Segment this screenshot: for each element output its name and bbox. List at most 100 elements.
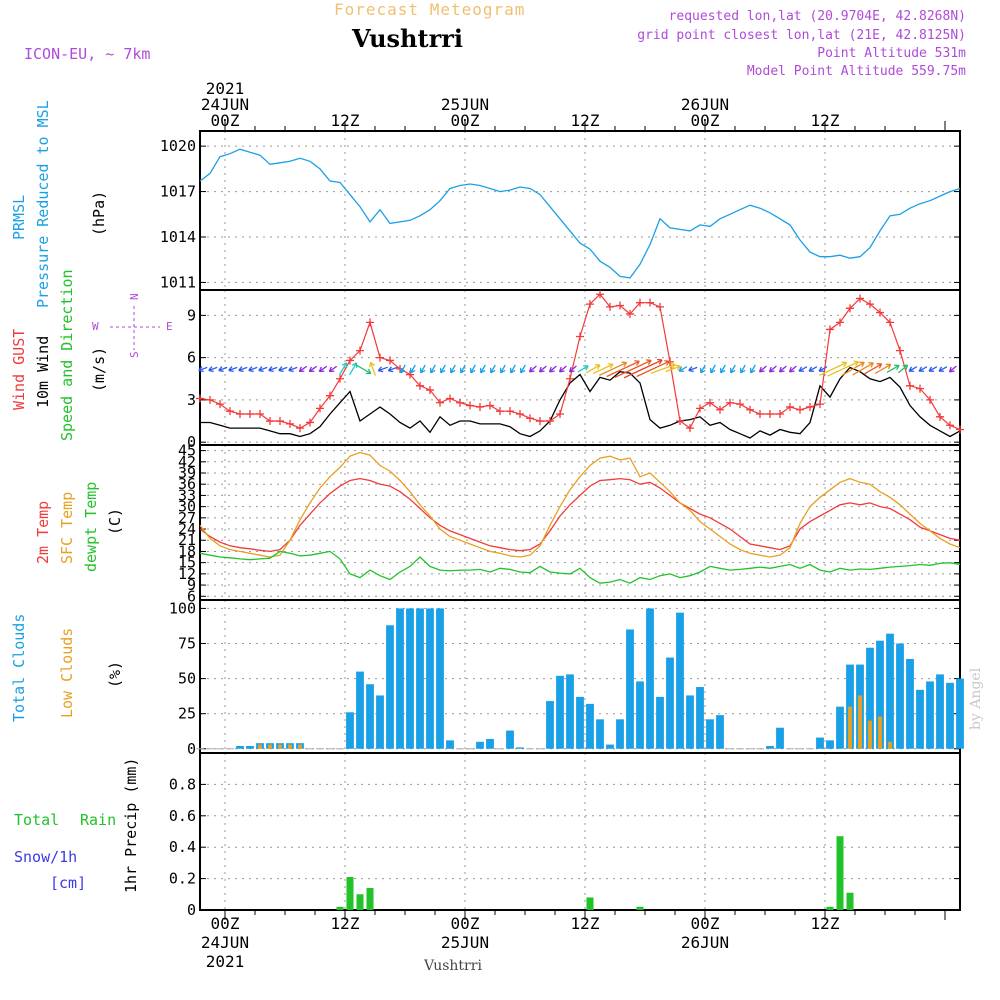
gust-marker [456, 398, 464, 407]
gust-marker [706, 398, 714, 407]
total-cloud-bar [816, 737, 824, 749]
y-tick-label: 9 [187, 306, 196, 324]
arrow-shaft [198, 366, 208, 372]
gust-marker [566, 374, 574, 383]
arrow-head [377, 366, 382, 372]
total-cloud-bar [846, 664, 854, 749]
arrow-head [671, 364, 676, 369]
arrow-shaft [908, 366, 918, 372]
wind-direction-arrow [440, 364, 446, 374]
arrow-head [278, 366, 283, 371]
footer-location: Vushtrri [424, 958, 482, 974]
wind-direction-arrow [387, 366, 398, 373]
arrow-shaft [614, 359, 652, 378]
gust-marker [446, 394, 454, 403]
gust-marker [726, 398, 734, 407]
arrow-head [218, 369, 224, 373]
precip-bar [636, 906, 644, 910]
precip-bar [336, 906, 344, 910]
wind-direction-arrow [650, 362, 676, 374]
arrow-shaft [918, 366, 928, 372]
low-cloud-bar [848, 706, 852, 749]
gust-marker [856, 294, 864, 303]
arrow-shaft [529, 365, 537, 373]
low-cloud-bar [268, 744, 272, 749]
wind-direction-arrow [500, 364, 506, 374]
wind-direction-arrow [248, 366, 258, 373]
arrow-head [607, 363, 614, 365]
arrow-shaft [539, 365, 547, 373]
arrow-head [539, 370, 545, 373]
y-tick-label: 0.8 [169, 775, 196, 793]
total-cloud-bar [406, 608, 414, 749]
gust-marker [876, 308, 884, 317]
arrow-head [664, 360, 670, 362]
gust-marker [936, 412, 944, 421]
gust-marker [306, 418, 314, 427]
arrow-head [529, 370, 535, 373]
precip-rain-label: Rain [80, 811, 116, 829]
wind-direction-arrow [528, 365, 537, 373]
gust-marker [256, 410, 264, 418]
total-cloud-bar [656, 696, 664, 749]
wind-direction-arrow [918, 366, 928, 372]
wind-direction-arrow [665, 364, 682, 373]
total-cloud-bar [836, 706, 844, 749]
total-cloud-bar [776, 727, 784, 749]
wind-direction-arrow [450, 364, 456, 374]
compass-north: N [128, 293, 141, 300]
wind-direction-arrow [768, 365, 777, 373]
arrow-head [378, 369, 384, 373]
gust-marker [676, 417, 684, 426]
arrow-head [268, 366, 273, 371]
total-cloud-bar [436, 608, 444, 749]
arrow-head [410, 369, 416, 374]
arrow-head [569, 370, 575, 373]
arrow-shaft [500, 364, 506, 374]
top-time-label: 12Z [811, 111, 840, 130]
wind-direction-arrow [730, 364, 736, 374]
arrow-head [559, 370, 565, 373]
wind-direction-arrow [827, 360, 859, 377]
total-cloud-bar [416, 608, 424, 749]
gust-marker [196, 394, 204, 403]
y-tick-label: 100 [169, 599, 196, 617]
arrow-head [855, 361, 859, 367]
arrow-head [278, 369, 284, 373]
dewpoint-label: dewpt Temp [82, 482, 100, 572]
gust-marker [866, 300, 874, 309]
arrow-head [248, 366, 253, 371]
arrow-head [430, 369, 436, 374]
arrow-shaft [490, 364, 496, 374]
y-tick-label: 18 [178, 542, 196, 560]
wind-direction-arrow [710, 364, 716, 374]
arrow-shaft [420, 364, 426, 374]
y-tick-label: 6 [187, 349, 196, 367]
arrow-shaft [388, 366, 398, 372]
wind-direction-arrow [678, 366, 688, 372]
gust-line [199, 293, 961, 431]
bottom-time-label: 24JUN [201, 933, 249, 952]
total-cloud-bar [916, 689, 924, 749]
gust-marker [956, 425, 964, 434]
gust-marker [786, 402, 794, 411]
pressure-unit: (hPa) [90, 191, 108, 236]
snow-unit-label: [cm] [50, 874, 86, 892]
arrow-head [902, 364, 908, 367]
panel-pressure: 1011 1014 1017 1020 [160, 130, 961, 291]
arrow-shaft [827, 361, 859, 377]
wind-direction-arrow [238, 366, 248, 373]
arrow-head [768, 366, 772, 373]
gust-marker [516, 410, 524, 418]
arrow-shaft [338, 362, 348, 376]
arrow-shaft [740, 364, 746, 374]
gust-marker [336, 374, 344, 383]
arrow-shaft [288, 366, 298, 372]
wind-direction-arrow [288, 366, 298, 373]
temperature-line [199, 550, 961, 584]
gust-marker [836, 318, 844, 327]
arrow-head [789, 370, 795, 373]
total-cloud-bar [596, 719, 604, 749]
wind-direction-arrow [258, 366, 268, 373]
precip-bar [586, 897, 594, 910]
